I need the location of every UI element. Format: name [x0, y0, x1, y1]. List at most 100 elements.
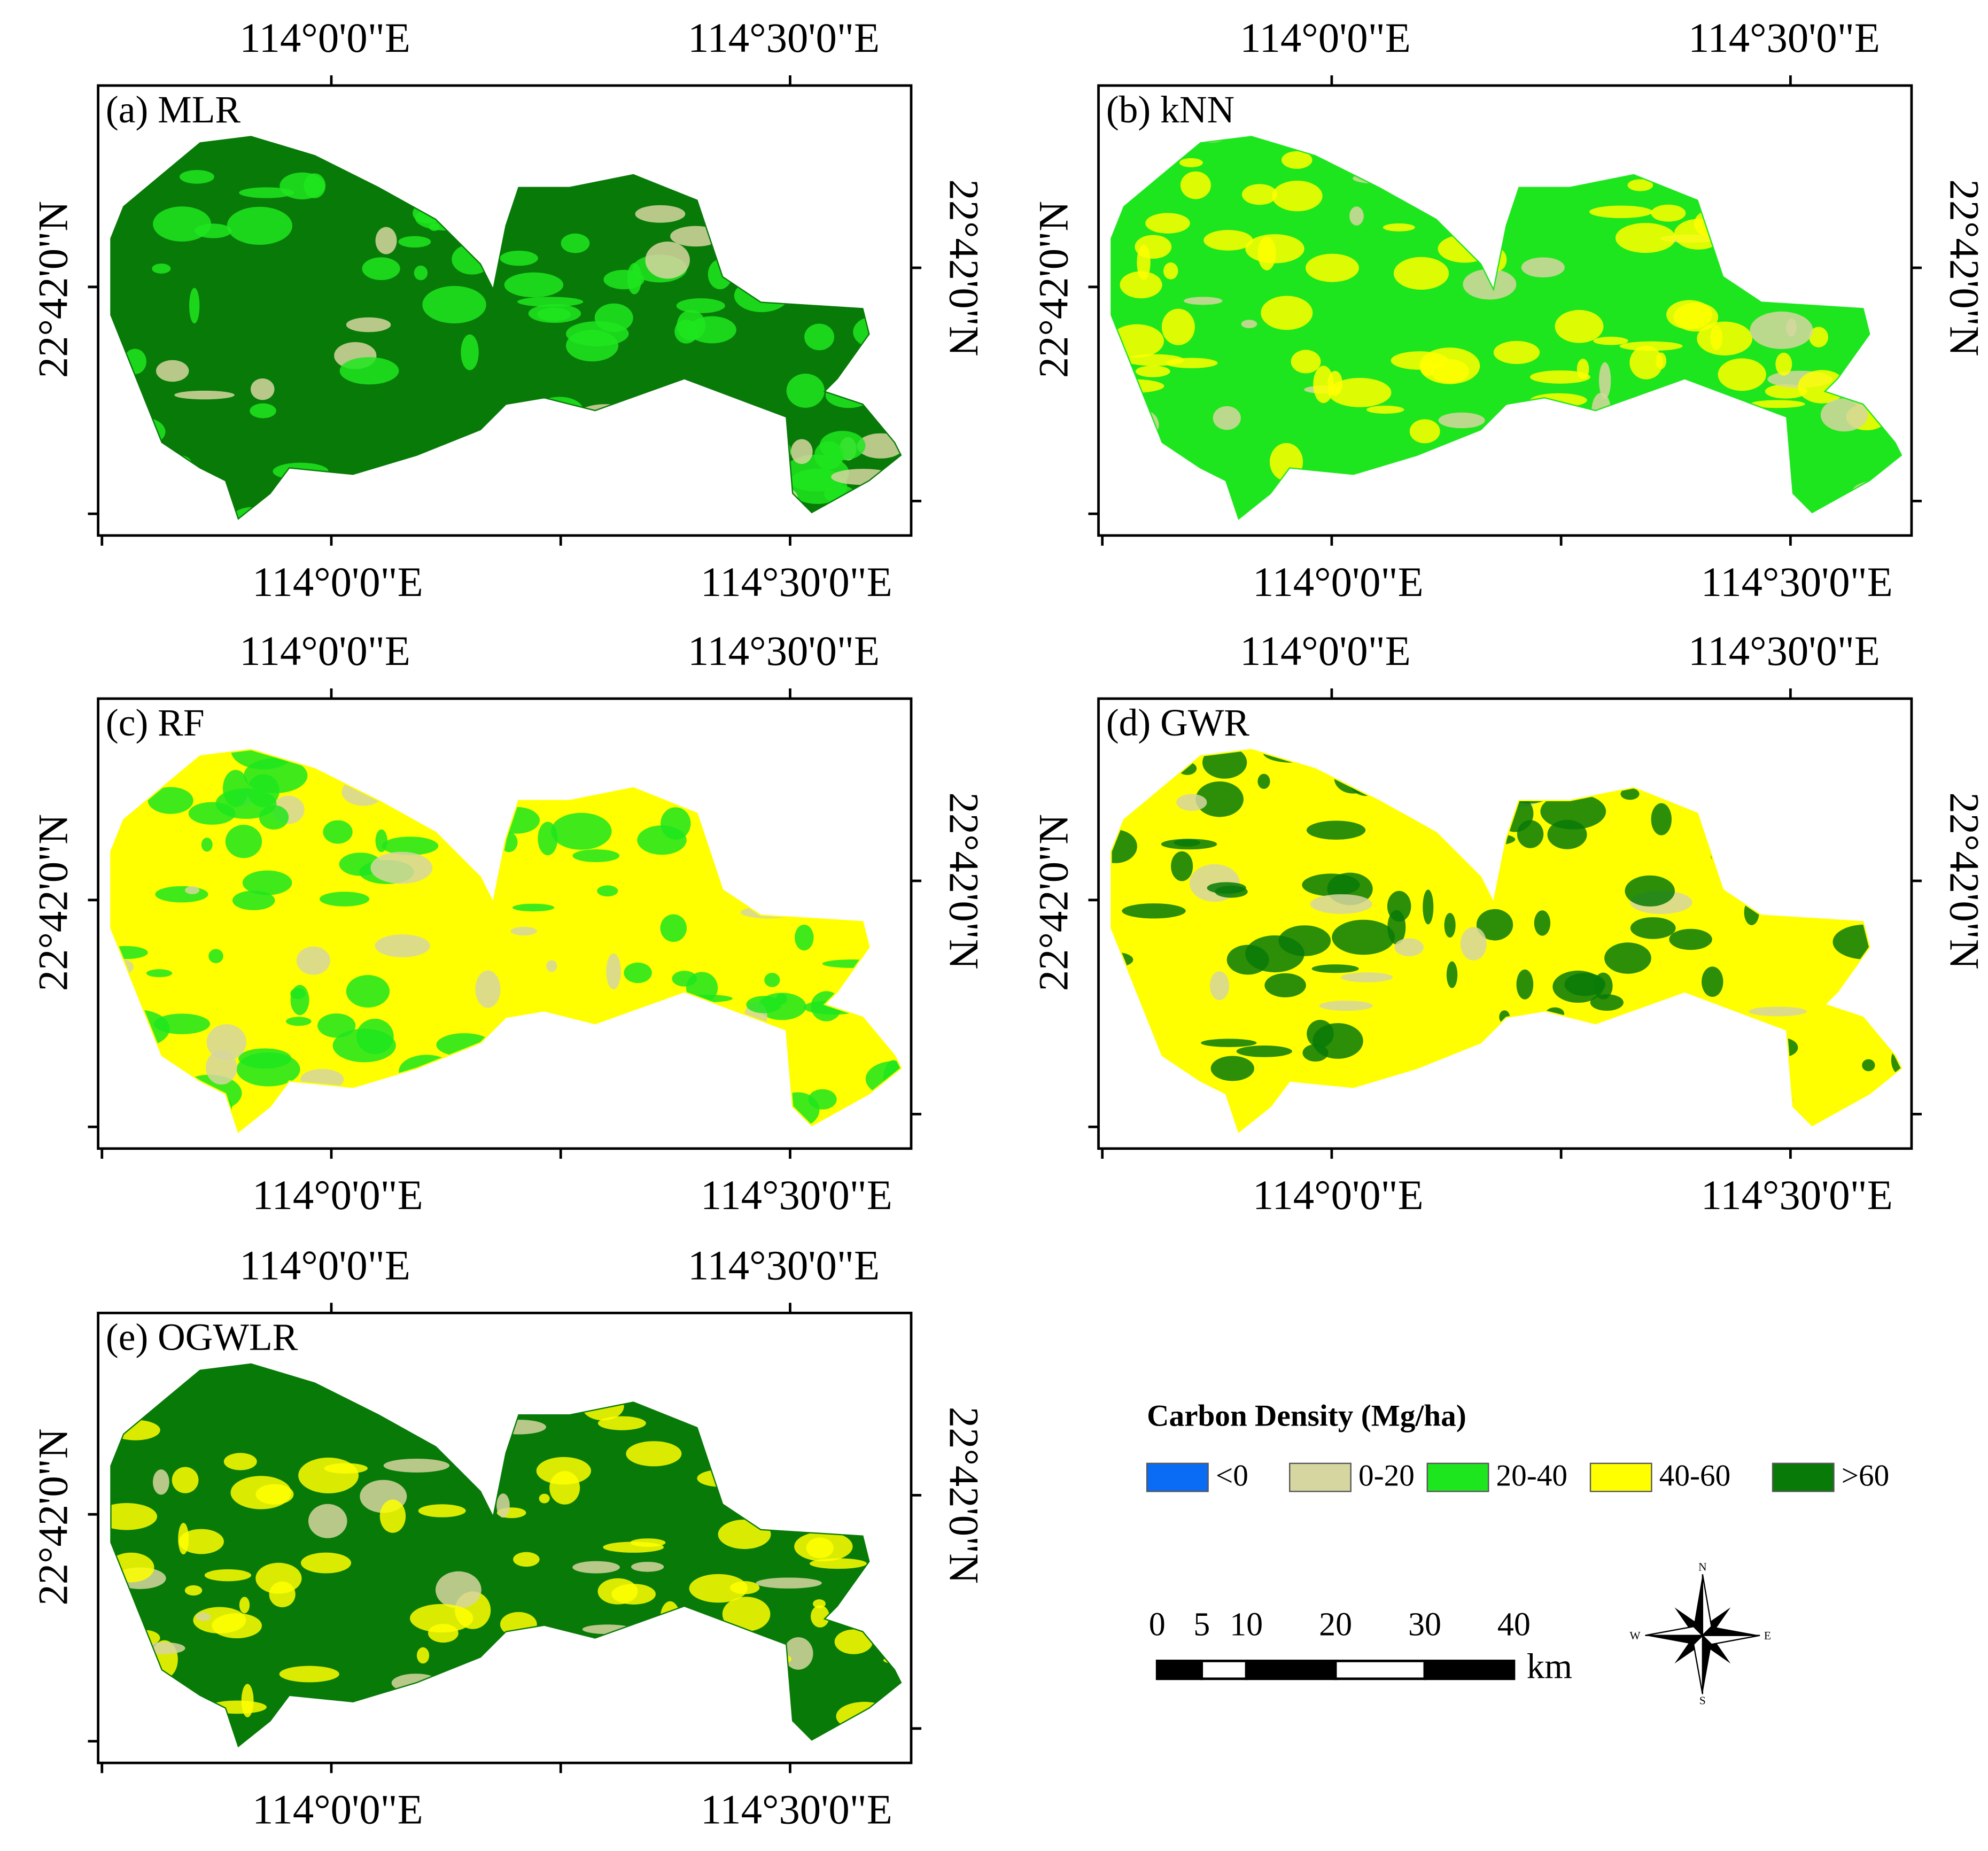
map-panel: (c) RF 114°0'0"E 114°0'0"E 114°30'0"E 114°30… [30, 628, 987, 1219]
region-patch [379, 1499, 406, 1533]
region-patch [1718, 358, 1766, 391]
region-patch [205, 1050, 237, 1085]
region-patch [1593, 336, 1628, 345]
region-patch [1122, 903, 1186, 919]
region-patch [637, 825, 687, 855]
region-patch [1394, 938, 1424, 957]
region-patch [269, 1581, 296, 1608]
legend-label: 0-20 [1358, 1459, 1415, 1493]
region-patch [189, 288, 200, 324]
region-patch [1195, 781, 1244, 817]
region-outline [110, 749, 902, 1133]
region-patch [156, 360, 189, 382]
region-patch [1302, 873, 1360, 896]
region-patch [496, 1493, 510, 1518]
region-patch [1697, 321, 1753, 356]
region-outline [110, 1363, 902, 1748]
legend-swatch [1426, 1462, 1489, 1492]
region-patch [528, 304, 581, 323]
bottom-coord-label: 114°30'0"E [1701, 1172, 1893, 1219]
region-patch [790, 439, 813, 464]
compass-n: N [1698, 1560, 1707, 1573]
region-patch [597, 1416, 646, 1430]
region-patch [1391, 351, 1448, 370]
left-coord-label: 22°42'0"N [30, 201, 76, 378]
bottom-coord-label: 114°0'0"E [252, 1787, 423, 1833]
region-patch [572, 1561, 620, 1574]
region-patch [1409, 419, 1440, 444]
region-patch [630, 1538, 666, 1547]
region-patch [1775, 352, 1792, 376]
region-patch [1241, 184, 1277, 205]
region-patch [196, 1612, 211, 1621]
region-patch [383, 1458, 450, 1473]
region-patch [1282, 151, 1313, 169]
region-patch [204, 1569, 252, 1582]
legend: Carbon Density (Mg/ha) <0 0-20 20-40 40-60 >6… [1146, 1399, 1889, 1493]
region-patch [1862, 1059, 1875, 1072]
region-patch [1604, 942, 1651, 974]
region-patch [428, 1624, 459, 1643]
left-coord-label: 22°42'0"N [1030, 201, 1077, 378]
region-patch [1666, 300, 1713, 329]
region-patch [241, 1684, 254, 1717]
region-patch [1521, 257, 1565, 278]
region-patch [834, 1629, 873, 1654]
map-panel: (e) OGWLR 114°0'0"E 114°0'0"E 114°30'0"E 114… [30, 1242, 987, 1833]
region-patch [645, 241, 690, 279]
region-patch [279, 1666, 339, 1683]
region-patch [461, 334, 479, 370]
scale-segment [1334, 1660, 1426, 1680]
panel-label: (c) RF [106, 702, 205, 744]
region-patch [565, 330, 619, 362]
region-patch [1341, 972, 1393, 982]
region-patch [561, 233, 590, 253]
legend-label: 20-40 [1496, 1459, 1568, 1493]
bottom-coord-label: 114°30'0"E [1701, 559, 1893, 606]
region-patch [317, 1013, 356, 1038]
region-patch [250, 378, 275, 400]
region-patch [1476, 909, 1513, 941]
region-patch [172, 1467, 199, 1493]
scale-segment [1423, 1660, 1516, 1680]
region-fill [111, 749, 901, 1132]
north-arrow: N S E W [1629, 1560, 1771, 1707]
compass-e: E [1764, 1629, 1771, 1642]
region-patch [375, 227, 397, 254]
region-patch [687, 316, 736, 344]
region-patch [550, 812, 612, 850]
region-patch [1651, 204, 1686, 222]
region-patch [239, 1597, 250, 1614]
panel-label: (a) MLR [106, 89, 241, 131]
region-patch [188, 802, 236, 825]
region-patch [764, 972, 780, 987]
region-patch [179, 169, 214, 184]
region-patch [296, 946, 331, 975]
region-patch [1627, 179, 1653, 191]
region-patch [676, 298, 725, 313]
region-patch [259, 805, 289, 830]
region-patch [185, 886, 200, 894]
bottom-coord-label: 114°0'0"E [1253, 1172, 1424, 1219]
region-patch [1328, 378, 1392, 407]
region-patch [152, 264, 171, 274]
region-patch [1120, 271, 1162, 299]
region-patch [201, 838, 213, 852]
region-patch [422, 285, 486, 324]
region-patch [813, 1599, 826, 1608]
region-patch [332, 1028, 396, 1063]
legend-label: 40-60 [1659, 1459, 1731, 1493]
region-patch [1620, 788, 1640, 800]
region-patch [324, 1463, 368, 1474]
region-patch [1213, 406, 1241, 430]
region-patch [538, 822, 558, 856]
region-patch [1241, 320, 1257, 328]
bottom-coord-label: 114°0'0"E [252, 1172, 423, 1219]
region-patch [1137, 244, 1151, 280]
region-patch [1534, 910, 1551, 936]
region-patch [536, 1457, 592, 1485]
region-patch [1179, 158, 1203, 167]
region-patch [1291, 350, 1321, 374]
region-patch [1651, 803, 1672, 835]
region-patch [147, 787, 193, 814]
